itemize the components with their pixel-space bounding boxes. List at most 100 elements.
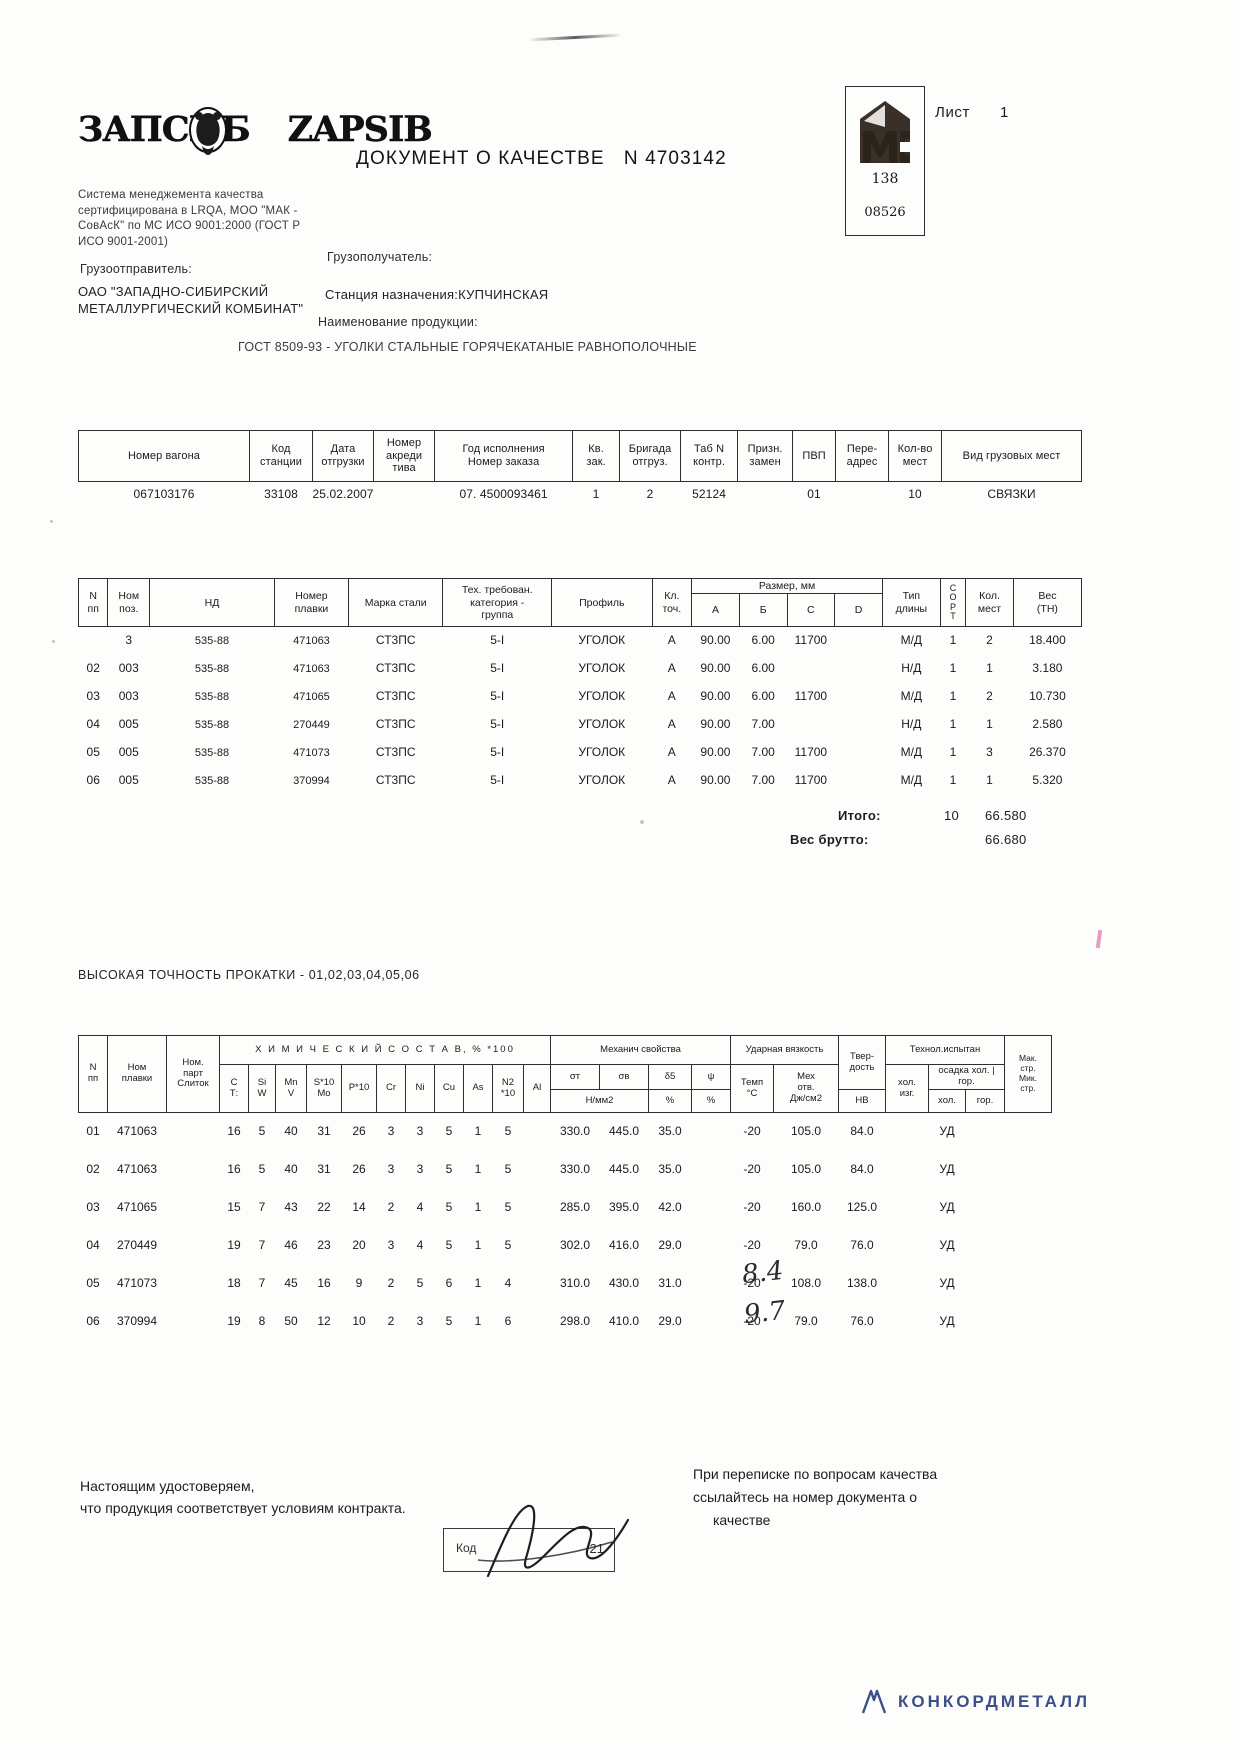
td-melt: 471073 [293, 746, 330, 759]
td-size-a: 90.00 [700, 745, 731, 760]
td-delta5: 42.0 [658, 1200, 682, 1215]
td-size-a: 90.00 [700, 717, 731, 732]
company-logo: ЗАПСИБ ZAPSIB [78, 107, 433, 155]
td-size-b: 6.00 [751, 633, 775, 648]
th-hardness-unit: HB [838, 1089, 886, 1113]
td-el-al [524, 1189, 551, 1227]
td-sort: 1 [949, 773, 957, 788]
td-tech: 5-I [490, 717, 505, 732]
th-cold-bend: хол. изг. [885, 1064, 929, 1113]
td-grade: СТ3ПС [375, 689, 416, 704]
td-melt: 471073 [116, 1276, 158, 1291]
table-row: 05 005 535-88 471073 СТ3ПС 5-I УГОЛОК A 90.00 7.0… [79, 739, 1082, 767]
th-chem-part: Ном. парт Слиток [166, 1035, 220, 1113]
td-length-type: М/Д [900, 633, 923, 648]
td-el-si: 7 [258, 1238, 266, 1253]
td-melt: 471065 [116, 1200, 158, 1215]
td-el-p: 9 [355, 1276, 363, 1291]
table-row: 06 370994 19 8 50 12 10 2 3 5 1 6 298.0 410.0 29.0 -20 7… [79, 1303, 1082, 1341]
table-row: 04 270449 19 7 46 23 20 3 4 5 1 5 302.0 416.0 29.0 -20 7… [79, 1227, 1082, 1265]
td-el-ni: 3 [416, 1162, 424, 1177]
product-table: N пп Ном поз. НД Номер плавки Марка стал… [77, 577, 1083, 795]
table-row: 01 471063 16 5 40 31 26 3 3 5 1 5 330.0 445.0 35.0 -20 1… [79, 1113, 1082, 1152]
logo-text-en: ZAPSIB [287, 109, 433, 150]
td-profile: УГОЛОК [578, 689, 626, 704]
doc-number: 4703142 [645, 148, 727, 169]
th-readdress: Пере-адрес [835, 430, 890, 482]
td-psi [692, 1227, 731, 1265]
td-grade: СТ3ПС [375, 661, 416, 676]
doc-number-label: N [623, 148, 639, 169]
td-size-a: 90.00 [700, 661, 731, 676]
th-sigma-v: σв [599, 1064, 649, 1090]
td-sort: 1 [949, 717, 957, 732]
td-sigma-v: 395.0 [608, 1200, 640, 1215]
td-el-c: 18 [227, 1276, 241, 1291]
th-el-as: As [463, 1064, 493, 1113]
td-el-s: 23 [317, 1238, 331, 1253]
td-el-p: 26 [352, 1124, 366, 1139]
td-upset-cold [966, 1189, 1005, 1227]
td-tech: 5-I [490, 773, 505, 788]
td-temp: -20 [743, 1238, 761, 1253]
td-table-n: 52124 [680, 481, 738, 508]
td-impact: 108.0 [790, 1276, 822, 1291]
th-brigade: Бригада отгруз. [619, 430, 682, 482]
chemical-composition-table: N пп Ном плавки Ном. парт Слиток Х И М И… [78, 1035, 1082, 1341]
td-nd: 535-88 [194, 718, 230, 731]
td-size-c: 11700 [794, 745, 828, 760]
td-melt: 471065 [293, 690, 330, 703]
td-hb [886, 1227, 929, 1265]
th-sigma-t: σт [550, 1064, 600, 1090]
td-part [167, 1303, 220, 1341]
td-n-pp: 04 [86, 1238, 100, 1253]
td-impact: 105.0 [790, 1124, 822, 1139]
td-weight: 18.400 [1029, 633, 1066, 648]
td-el-mn: 46 [284, 1238, 298, 1253]
td-profile: УГОЛОК [578, 633, 626, 648]
td-cold-bend: УД [939, 1276, 955, 1291]
pink-mark [1095, 929, 1103, 949]
station-label: Станция назначения: [325, 287, 459, 302]
shipper-label: Грузоотправитель: [80, 262, 193, 276]
td-hb [886, 1265, 929, 1303]
th-el-mn: Mn V [275, 1064, 307, 1113]
th-size-group: Размер, мм [691, 577, 883, 595]
td-el-s: 12 [317, 1314, 331, 1329]
th-el-s: S*10 Mo [306, 1064, 342, 1113]
td-size-c [787, 655, 835, 683]
td-el-al [524, 1303, 551, 1341]
td-n-pp: 01 [86, 1124, 100, 1139]
td-size-c: 11700 [794, 633, 828, 648]
td-delta5: 35.0 [658, 1162, 682, 1177]
th-el-ni: Ni [405, 1064, 435, 1113]
precision-note: ВЫСОКАЯ ТОЧНОСТЬ ПРОКАТКИ - 01,02,03,04,… [78, 968, 420, 982]
table-row: 3 535-88 471063 СТ3ПС 5-I УГОЛОК A 90.00 6.00 117… [79, 627, 1082, 656]
td-readdress [835, 481, 889, 508]
th-steel-grade: Марка стали [347, 577, 444, 628]
td-n-pp: 02 [86, 661, 100, 676]
td-weight: 5.320 [1032, 773, 1063, 788]
td-places: 1 [986, 717, 993, 732]
td-size-d [835, 627, 883, 656]
td-weight: 2.580 [1032, 717, 1063, 732]
td-weight: 3.180 [1032, 661, 1063, 676]
td-temp: -20 [743, 1124, 761, 1139]
td-n-pp: 06 [86, 773, 100, 788]
th-chem-n-pp: N пп [78, 1035, 108, 1113]
td-melt: 370994 [116, 1314, 158, 1329]
td-el-si: 7 [258, 1200, 266, 1215]
th-size-d: D [834, 593, 883, 628]
th-psi-unit: % [691, 1089, 731, 1113]
th-melt-number: Номер плавки [273, 577, 350, 628]
scan-streak [529, 33, 621, 42]
td-el-mn: 40 [284, 1124, 298, 1139]
td-el-cr: 2 [387, 1276, 395, 1291]
td-el-al [524, 1151, 551, 1189]
td-el-cu: 5 [445, 1124, 453, 1139]
th-n-pp: N пп [77, 577, 109, 628]
td-upset-cold [966, 1265, 1005, 1303]
td-sigma-t: 330.0 [559, 1162, 591, 1177]
td-el-cr: 3 [387, 1238, 395, 1253]
